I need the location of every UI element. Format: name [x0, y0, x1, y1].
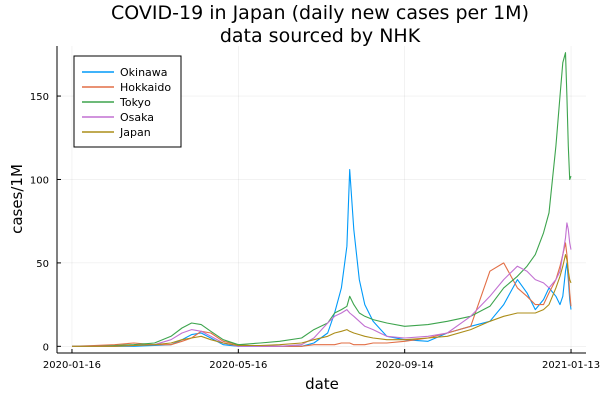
x-tick-label-2: 2020-09-14: [376, 360, 434, 371]
legend-label-tokyo: Tokyo: [119, 96, 151, 109]
y-tick-label-3: 150: [30, 92, 49, 103]
y-tick-label-0: 0: [43, 342, 49, 353]
series-line-hokkaido: [71, 242, 572, 347]
axes: [56, 46, 586, 354]
series-line-japan: [72, 254, 572, 347]
legend: Okinawa Hokkaido Tokyo Osaka Japan: [73, 55, 182, 148]
series-line-osaka: [72, 222, 572, 347]
x-tick-label-1: 2020-05-16: [209, 360, 267, 371]
y-axis-label: cases/1M: [8, 164, 26, 234]
legend-label-osaka: Osaka: [120, 111, 154, 124]
x-tick-label-3: 2021-01-13: [542, 360, 600, 371]
legend-label-hokkaido: Hokkaido: [120, 81, 171, 94]
y-tick-labels: 0 50 100 150: [30, 92, 49, 353]
series-line-okinawa: [72, 168, 572, 347]
legend-label-okinawa: Okinawa: [120, 66, 168, 79]
y-tick-label-1: 50: [36, 259, 49, 270]
x-tick-label-0: 2020-01-16: [43, 360, 101, 371]
legend-label-japan: Japan: [119, 126, 151, 139]
x-axis-label: date: [305, 375, 339, 393]
y-tick-label-2: 100: [30, 175, 49, 186]
chart-subtitle: data sourced by NHK: [220, 25, 421, 47]
series-lines: [71, 52, 572, 347]
chart-title: COVID-19 in Japan (daily new cases per 1…: [111, 2, 529, 24]
x-tick-labels: 2020-01-16 2020-05-16 2020-09-14 2021-01-13: [43, 360, 600, 371]
series-line-tokyo: [72, 52, 572, 347]
